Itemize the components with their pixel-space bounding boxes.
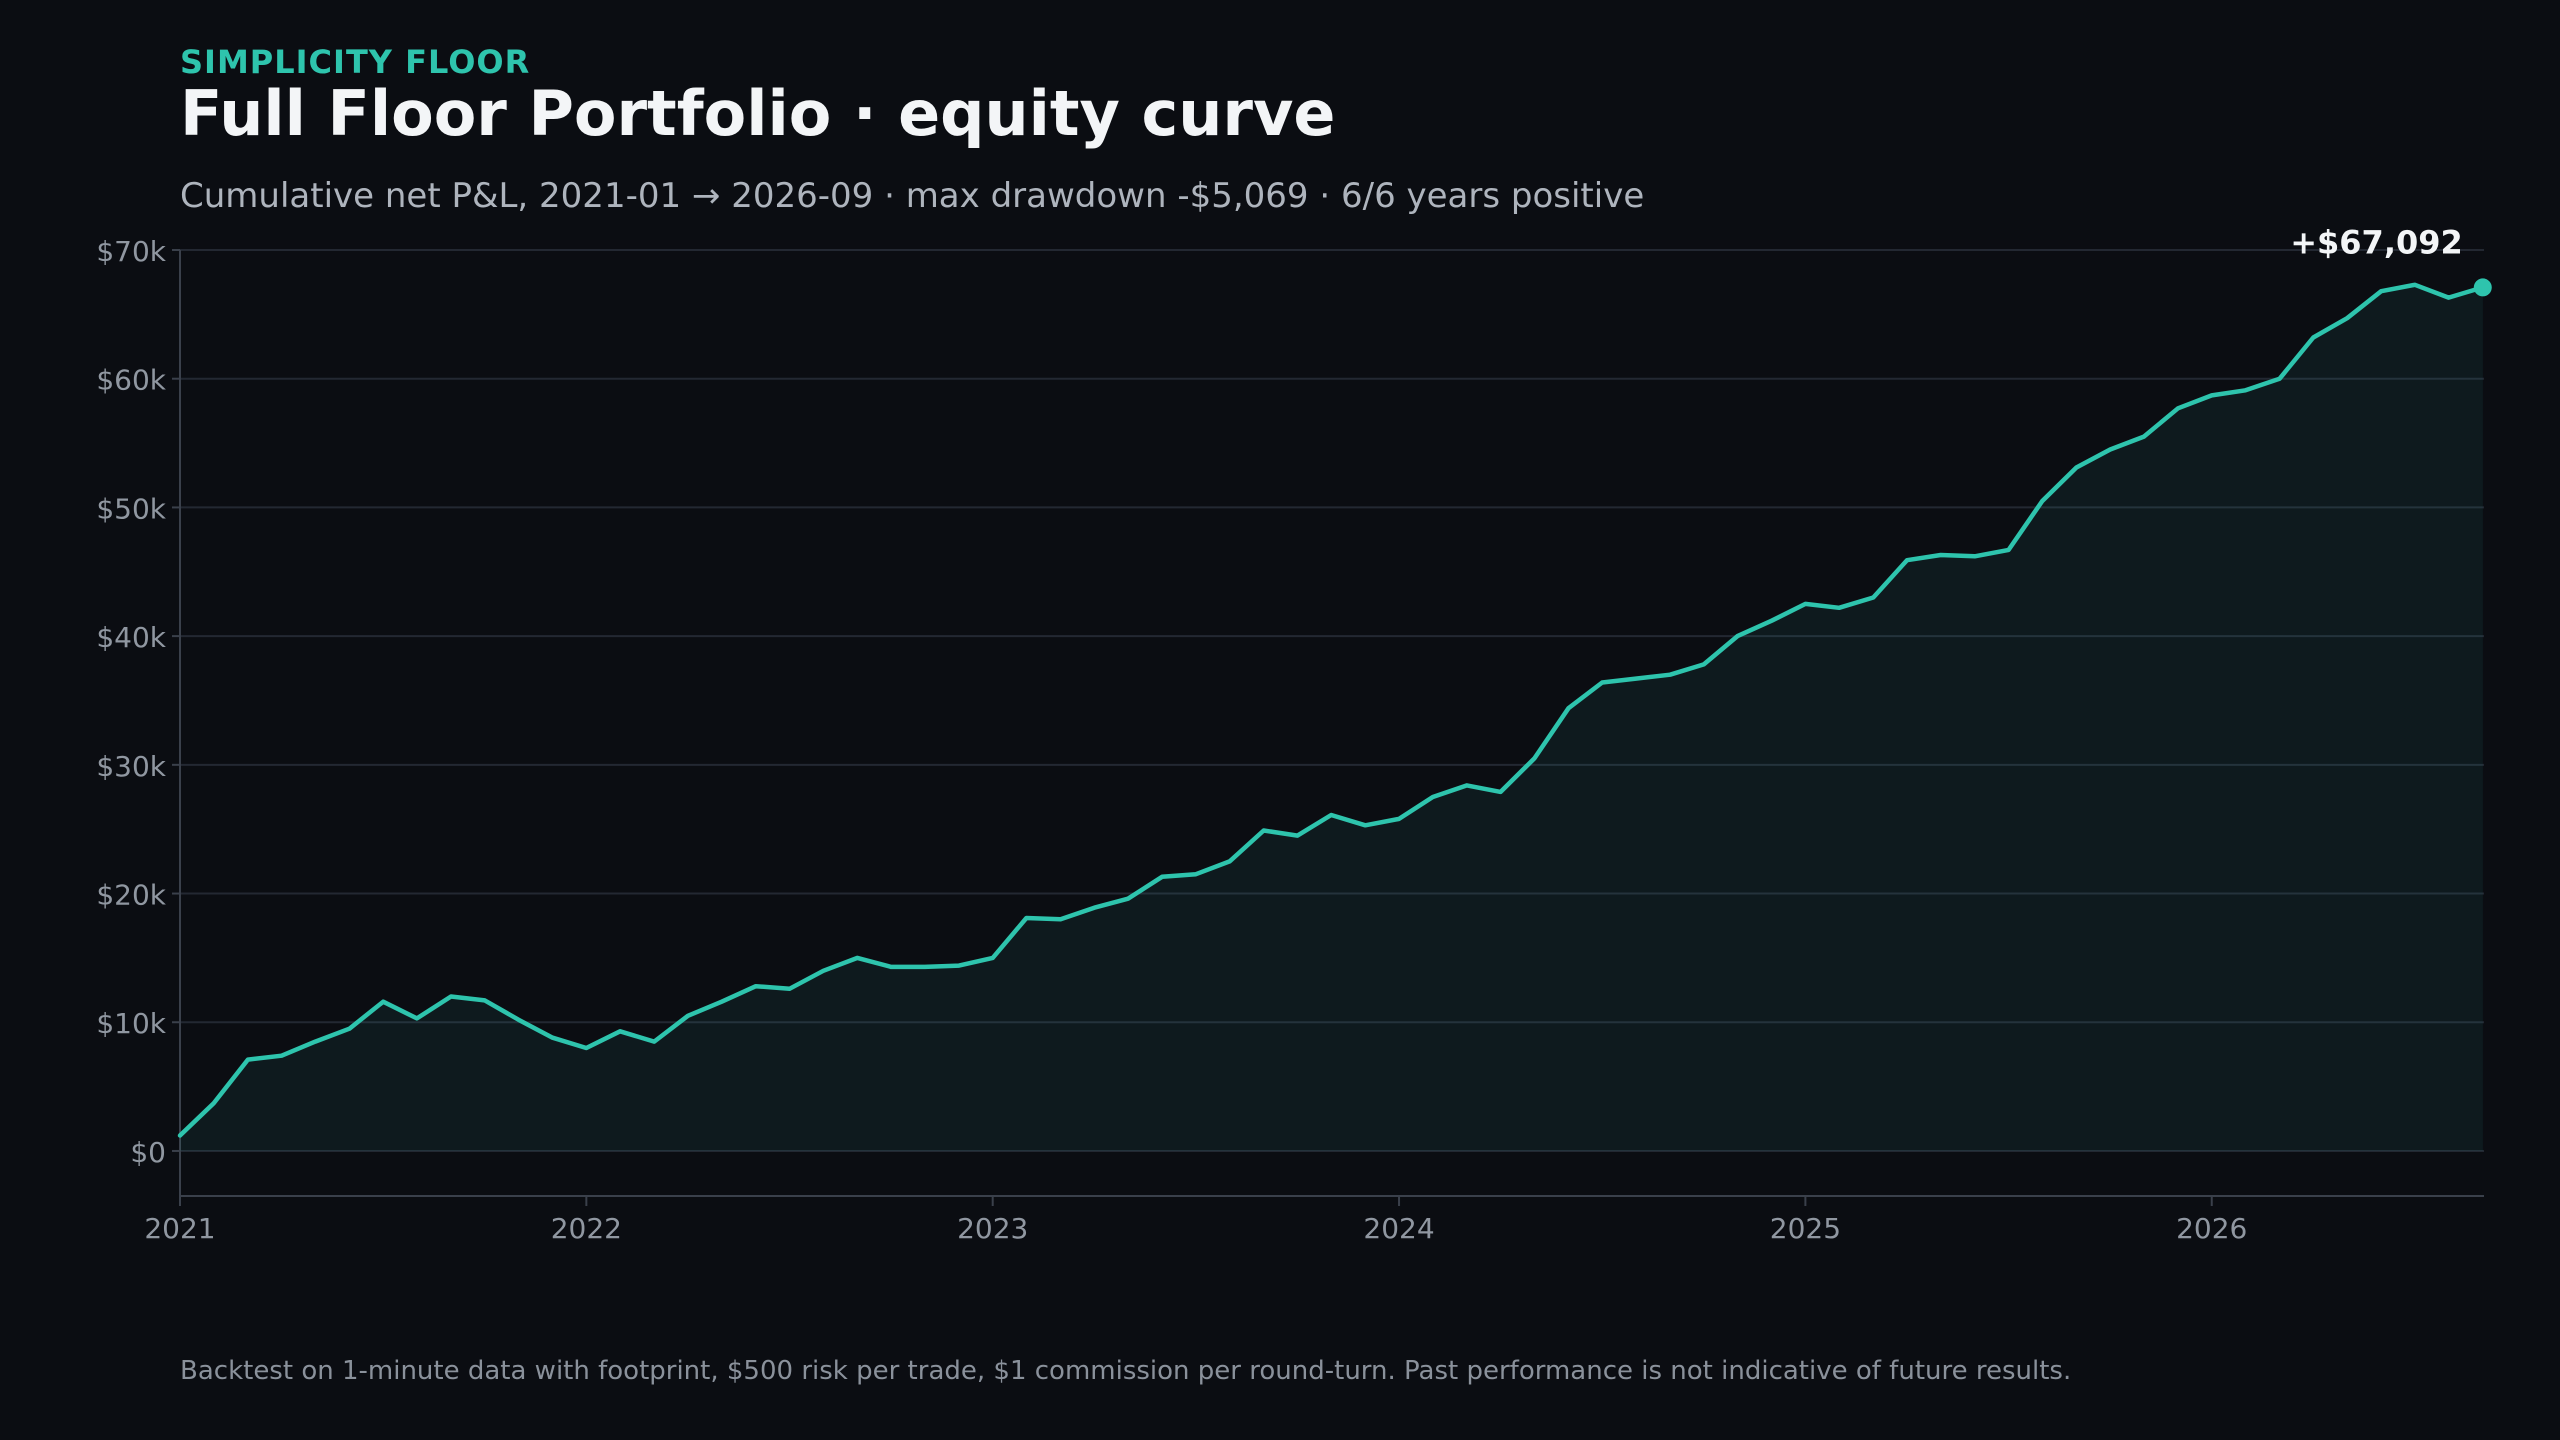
disclaimer-footnote: Backtest on 1-minute data with footprint… bbox=[180, 1356, 2072, 1386]
x-tick-label: 2025 bbox=[1770, 1212, 1841, 1245]
y-tick-label: $70k bbox=[96, 235, 166, 268]
end-value-label: +$67,092 bbox=[2290, 223, 2463, 261]
axes bbox=[172, 249, 2484, 1206]
eyebrow-label: SIMPLICITY FLOOR bbox=[180, 43, 531, 81]
x-tick-label: 2024 bbox=[1363, 1212, 1434, 1245]
page-title: Full Floor Portfolio · equity curve bbox=[180, 77, 1336, 150]
plot-area bbox=[177, 278, 2492, 1151]
y-tick-label: $0 bbox=[130, 1136, 166, 1169]
x-tick-label: 2026 bbox=[2176, 1212, 2247, 1245]
x-tick-label: 2022 bbox=[551, 1212, 622, 1245]
y-tick-label: $50k bbox=[96, 492, 166, 525]
equity-line bbox=[177, 282, 2486, 1138]
y-tick-label: $20k bbox=[96, 879, 166, 912]
y-tick-label: $40k bbox=[96, 621, 166, 654]
y-tick-label: $60k bbox=[96, 364, 166, 397]
tick-labels: $0 $10k $20k $30k $40k $50k $60k $70k 2021 2022 20… bbox=[96, 223, 2462, 1245]
equity-area-fill bbox=[180, 284, 2483, 1151]
end-point-marker bbox=[2473, 278, 2492, 297]
y-tick-label: $10k bbox=[96, 1007, 166, 1040]
chart-subtitle: Cumulative net P&L, 2021-01 → 2026-09 · … bbox=[180, 176, 1645, 216]
y-tick-label: $30k bbox=[96, 750, 166, 783]
x-tick-label: 2021 bbox=[144, 1212, 215, 1245]
x-tick-label: 2023 bbox=[957, 1212, 1028, 1245]
grid-lines bbox=[180, 249, 2484, 1152]
